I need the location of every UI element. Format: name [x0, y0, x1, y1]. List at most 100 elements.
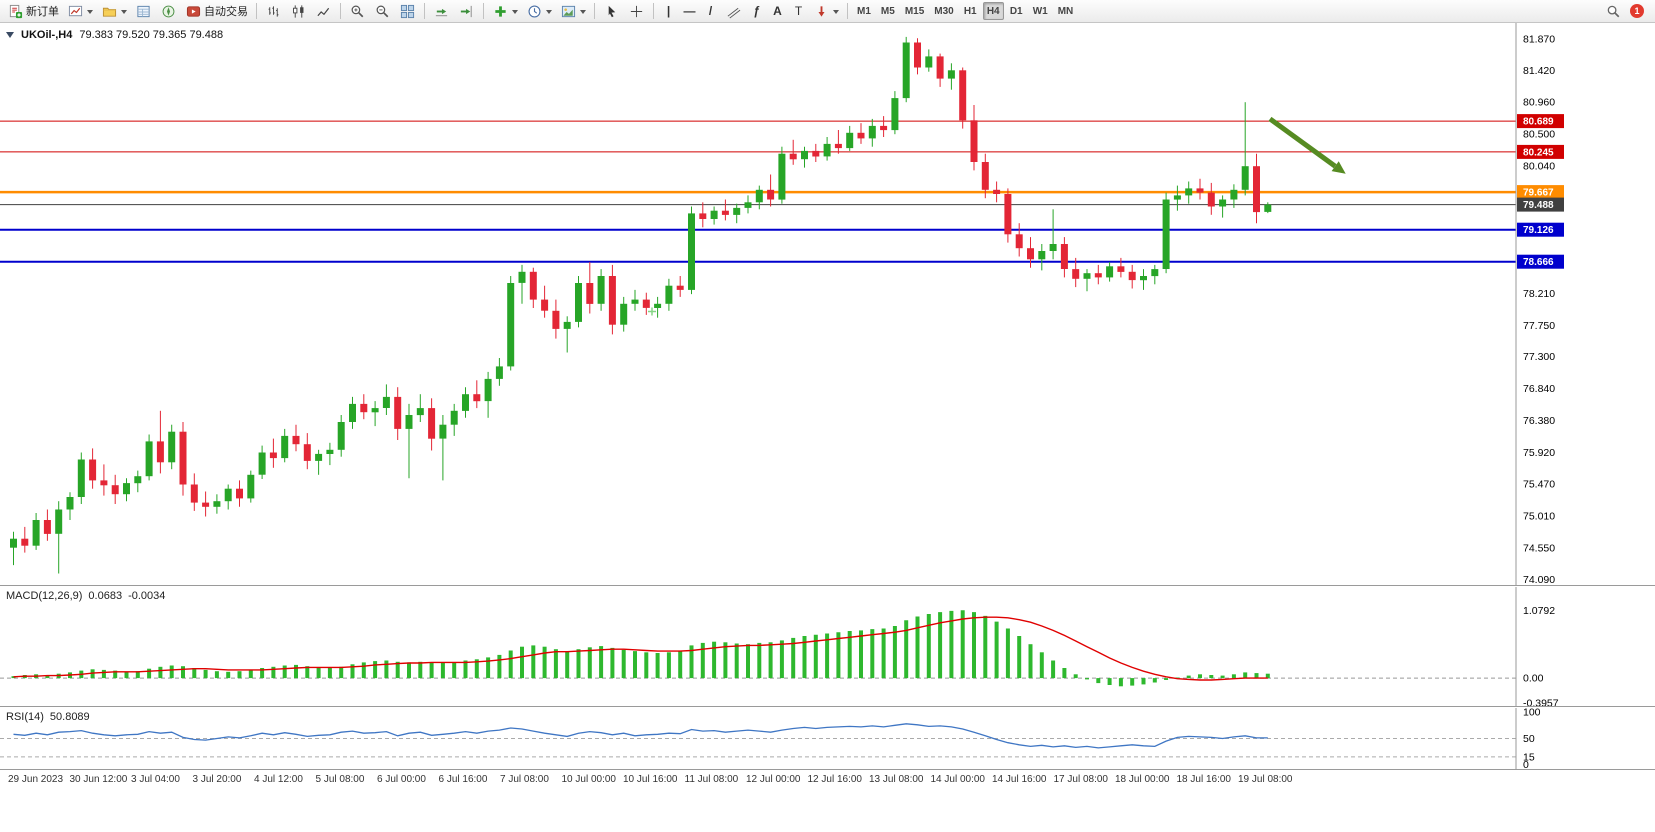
timeframe-mn-button[interactable]: MN [1054, 2, 1078, 20]
profiles-button[interactable] [97, 2, 131, 21]
candle [111, 485, 119, 495]
timeframe-h1-button[interactable]: H1 [960, 2, 981, 20]
trendline-tool-button[interactable]: / [700, 2, 721, 21]
text-label-tool-button[interactable]: T [788, 2, 809, 21]
macd-tick-label: 1.0792 [1523, 605, 1555, 617]
candle [66, 497, 74, 510]
auto-scroll-icon [433, 3, 450, 20]
candle [914, 42, 921, 68]
toolbar-separator [653, 3, 654, 19]
one-click-trading-toggle[interactable] [6, 32, 14, 38]
candle [823, 143, 831, 157]
candle [202, 502, 210, 507]
candle [1094, 273, 1102, 278]
macd-signal-line [13, 616, 1268, 681]
cursor-tool-button[interactable] [599, 2, 624, 21]
templates-button[interactable] [556, 2, 590, 21]
candle [462, 394, 469, 411]
price-tick-label: 80.960 [1523, 97, 1555, 109]
candle [55, 509, 63, 534]
timeframe-group: M1 M5 M15 M30 H1 H4 D1 W1 MN [852, 2, 1078, 20]
candle [925, 56, 933, 68]
candle [247, 474, 255, 499]
navigator-button[interactable] [156, 2, 181, 21]
candle [190, 484, 198, 503]
rsi-tick-label: 0 [1523, 759, 1529, 769]
crosshair-tool-button[interactable] [624, 2, 649, 21]
fibonacci-tool-button[interactable]: ƒ [746, 2, 767, 21]
timeframe-d1-button[interactable]: D1 [1006, 2, 1027, 20]
rsi-canvas[interactable]: 100 50 150 [0, 708, 1655, 769]
timeframe-m5-button[interactable]: M5 [877, 2, 899, 20]
candle [665, 285, 673, 304]
candle [631, 299, 639, 304]
candle [710, 210, 718, 219]
timeframe-m1-button[interactable]: M1 [853, 2, 875, 20]
line-chart-mode-button[interactable] [311, 2, 336, 21]
autotrading-icon [185, 3, 202, 20]
channel-icon [725, 3, 742, 20]
trend-arrow-head[interactable] [1331, 161, 1346, 174]
zoom-in-button[interactable] [345, 2, 370, 21]
arrows-tool-button[interactable] [809, 2, 843, 21]
toolbar-separator [594, 3, 595, 19]
text-tool-button[interactable]: A [767, 2, 788, 21]
timeframe-m15-button[interactable]: M15 [901, 2, 928, 20]
candle [1219, 199, 1227, 207]
chart-shift-button[interactable] [454, 2, 479, 21]
new-chart-button[interactable] [63, 2, 97, 21]
main-chart-canvas[interactable]: 81.870 81.420 80.960 80.500 80.040 78.210 77.7… [0, 23, 1655, 585]
candlestick-mode-button[interactable] [286, 2, 311, 21]
market-watch-button[interactable] [131, 2, 156, 21]
autotrading-button[interactable]: 自动交易 [181, 2, 252, 21]
zoom-out-button[interactable] [370, 2, 395, 21]
candle [156, 441, 164, 463]
timeframe-h4-button[interactable]: H4 [982, 2, 1004, 20]
text-tool-icon: A [773, 4, 782, 18]
candle [1027, 248, 1034, 260]
timeframe-w1-button[interactable]: W1 [1029, 2, 1052, 20]
indicators-plus-icon [492, 3, 509, 20]
time-label: 14 Jul 16:00 [992, 774, 1047, 785]
candle [947, 70, 955, 79]
candle [168, 431, 176, 463]
tile-windows-button[interactable] [395, 2, 420, 21]
candle [1207, 192, 1215, 207]
time-axis[interactable]: 29 Jun 2023 30 Jun 12:00 3 Jul 04:00 3 Jul … [0, 771, 1655, 791]
candle [1038, 251, 1046, 260]
candle [721, 210, 729, 215]
search-button[interactable] [1601, 2, 1626, 21]
horizontal-line-tool-button[interactable]: — [679, 2, 700, 21]
candle [778, 153, 786, 200]
auto-scroll-button[interactable] [429, 2, 454, 21]
dropdown-arrow-icon [121, 9, 127, 14]
new-order-button[interactable]: 新订单 [3, 2, 63, 21]
indicators-button[interactable] [488, 2, 522, 21]
rsi-panel: 100 50 15 0 RSI(14) 50.8089 [0, 708, 1655, 770]
trend-arrow-shaft[interactable] [1268, 116, 1337, 169]
candle [495, 366, 503, 379]
line-chart-icon [315, 3, 332, 20]
periods-button[interactable] [522, 2, 556, 21]
toolbar-separator [847, 3, 848, 19]
channel-tool-button[interactable] [721, 2, 746, 21]
candle [801, 150, 808, 160]
macd-canvas[interactable]: 1.0792 0.00 -0.3957 [0, 587, 1655, 706]
price-tag-79.667 [1517, 185, 1564, 200]
candle [89, 459, 97, 481]
bar-chart-mode-button[interactable] [261, 2, 286, 21]
price-tag-label: 80.689 [1523, 117, 1554, 128]
price-tag-79.488 [1517, 197, 1564, 212]
time-label: 18 Jul 00:00 [1115, 774, 1170, 785]
timeframe-m30-button[interactable]: M30 [930, 2, 957, 20]
notification-badge[interactable]: 1 [1630, 4, 1644, 18]
main-chart-panel: 81.870 81.420 80.960 80.500 80.040 78.210 77.7… [0, 23, 1655, 586]
cross-marker[interactable] [648, 307, 656, 316]
candle [586, 283, 594, 304]
vertical-line-tool-button[interactable]: | [658, 2, 679, 21]
price-tag-label: 79.126 [1523, 225, 1554, 236]
candle [123, 483, 130, 495]
candle [292, 435, 300, 445]
candle [936, 56, 944, 79]
time-label: 3 Jul 20:00 [192, 774, 242, 785]
